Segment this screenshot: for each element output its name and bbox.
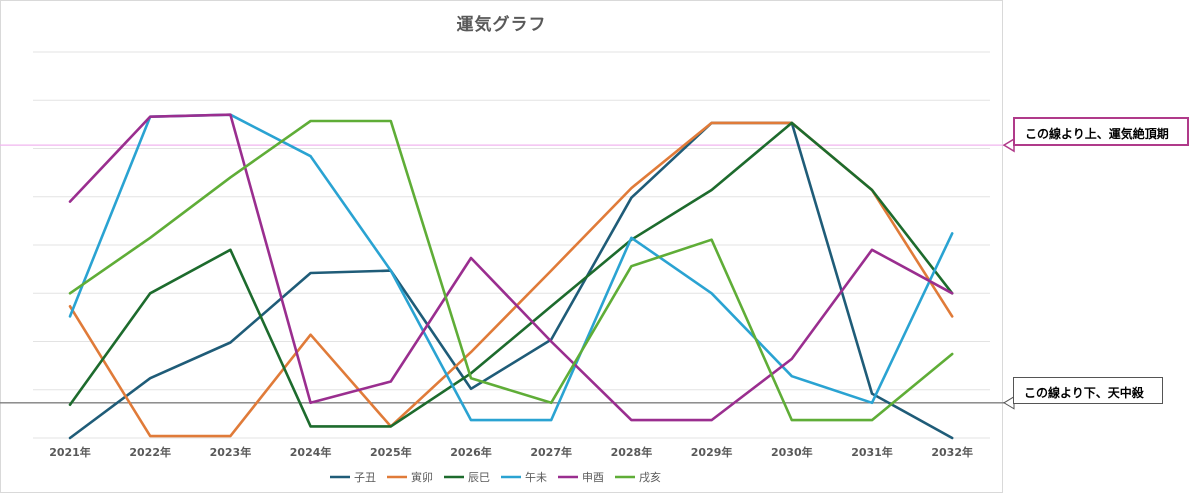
series-line-0 <box>68 121 954 440</box>
x-tick-label: 2032年 <box>931 445 973 459</box>
legend-label: 寅卯 <box>411 470 433 484</box>
legend-label: 戌亥 <box>639 470 661 484</box>
chart-frame <box>0 0 1003 493</box>
x-tick-label: 2027年 <box>530 445 572 459</box>
chart-title: 運気グラフ <box>456 15 547 35</box>
x-tick-label: 2029年 <box>691 445 733 459</box>
series-line-3 <box>68 113 954 422</box>
x-tick-label: 2023年 <box>210 445 252 459</box>
x-tick-label: 2028年 <box>611 445 653 459</box>
series-line-4 <box>68 113 954 422</box>
series-line-2 <box>68 121 954 428</box>
x-tick-label: 2031年 <box>851 445 893 459</box>
x-tick-label: 2030年 <box>771 445 813 459</box>
series-line-1 <box>68 121 954 438</box>
x-tick-label: 2024年 <box>290 445 332 459</box>
x-tick-label: 2022年 <box>129 445 171 459</box>
callout-lower-threshold: この線より下、天中殺 <box>1013 377 1163 404</box>
legend-label: 子丑 <box>354 471 376 484</box>
series-line-5 <box>68 119 954 422</box>
callout-upper-threshold: この線より上、運気絶頂期 <box>1013 117 1189 146</box>
legend-label: 辰巳 <box>468 471 490 484</box>
legend-label: 午未 <box>525 471 547 484</box>
x-tick-label: 2025年 <box>370 445 412 459</box>
x-tick-label: 2026年 <box>450 445 492 459</box>
x-tick-label: 2021年 <box>49 445 91 459</box>
legend-label: 申酉 <box>582 471 604 484</box>
